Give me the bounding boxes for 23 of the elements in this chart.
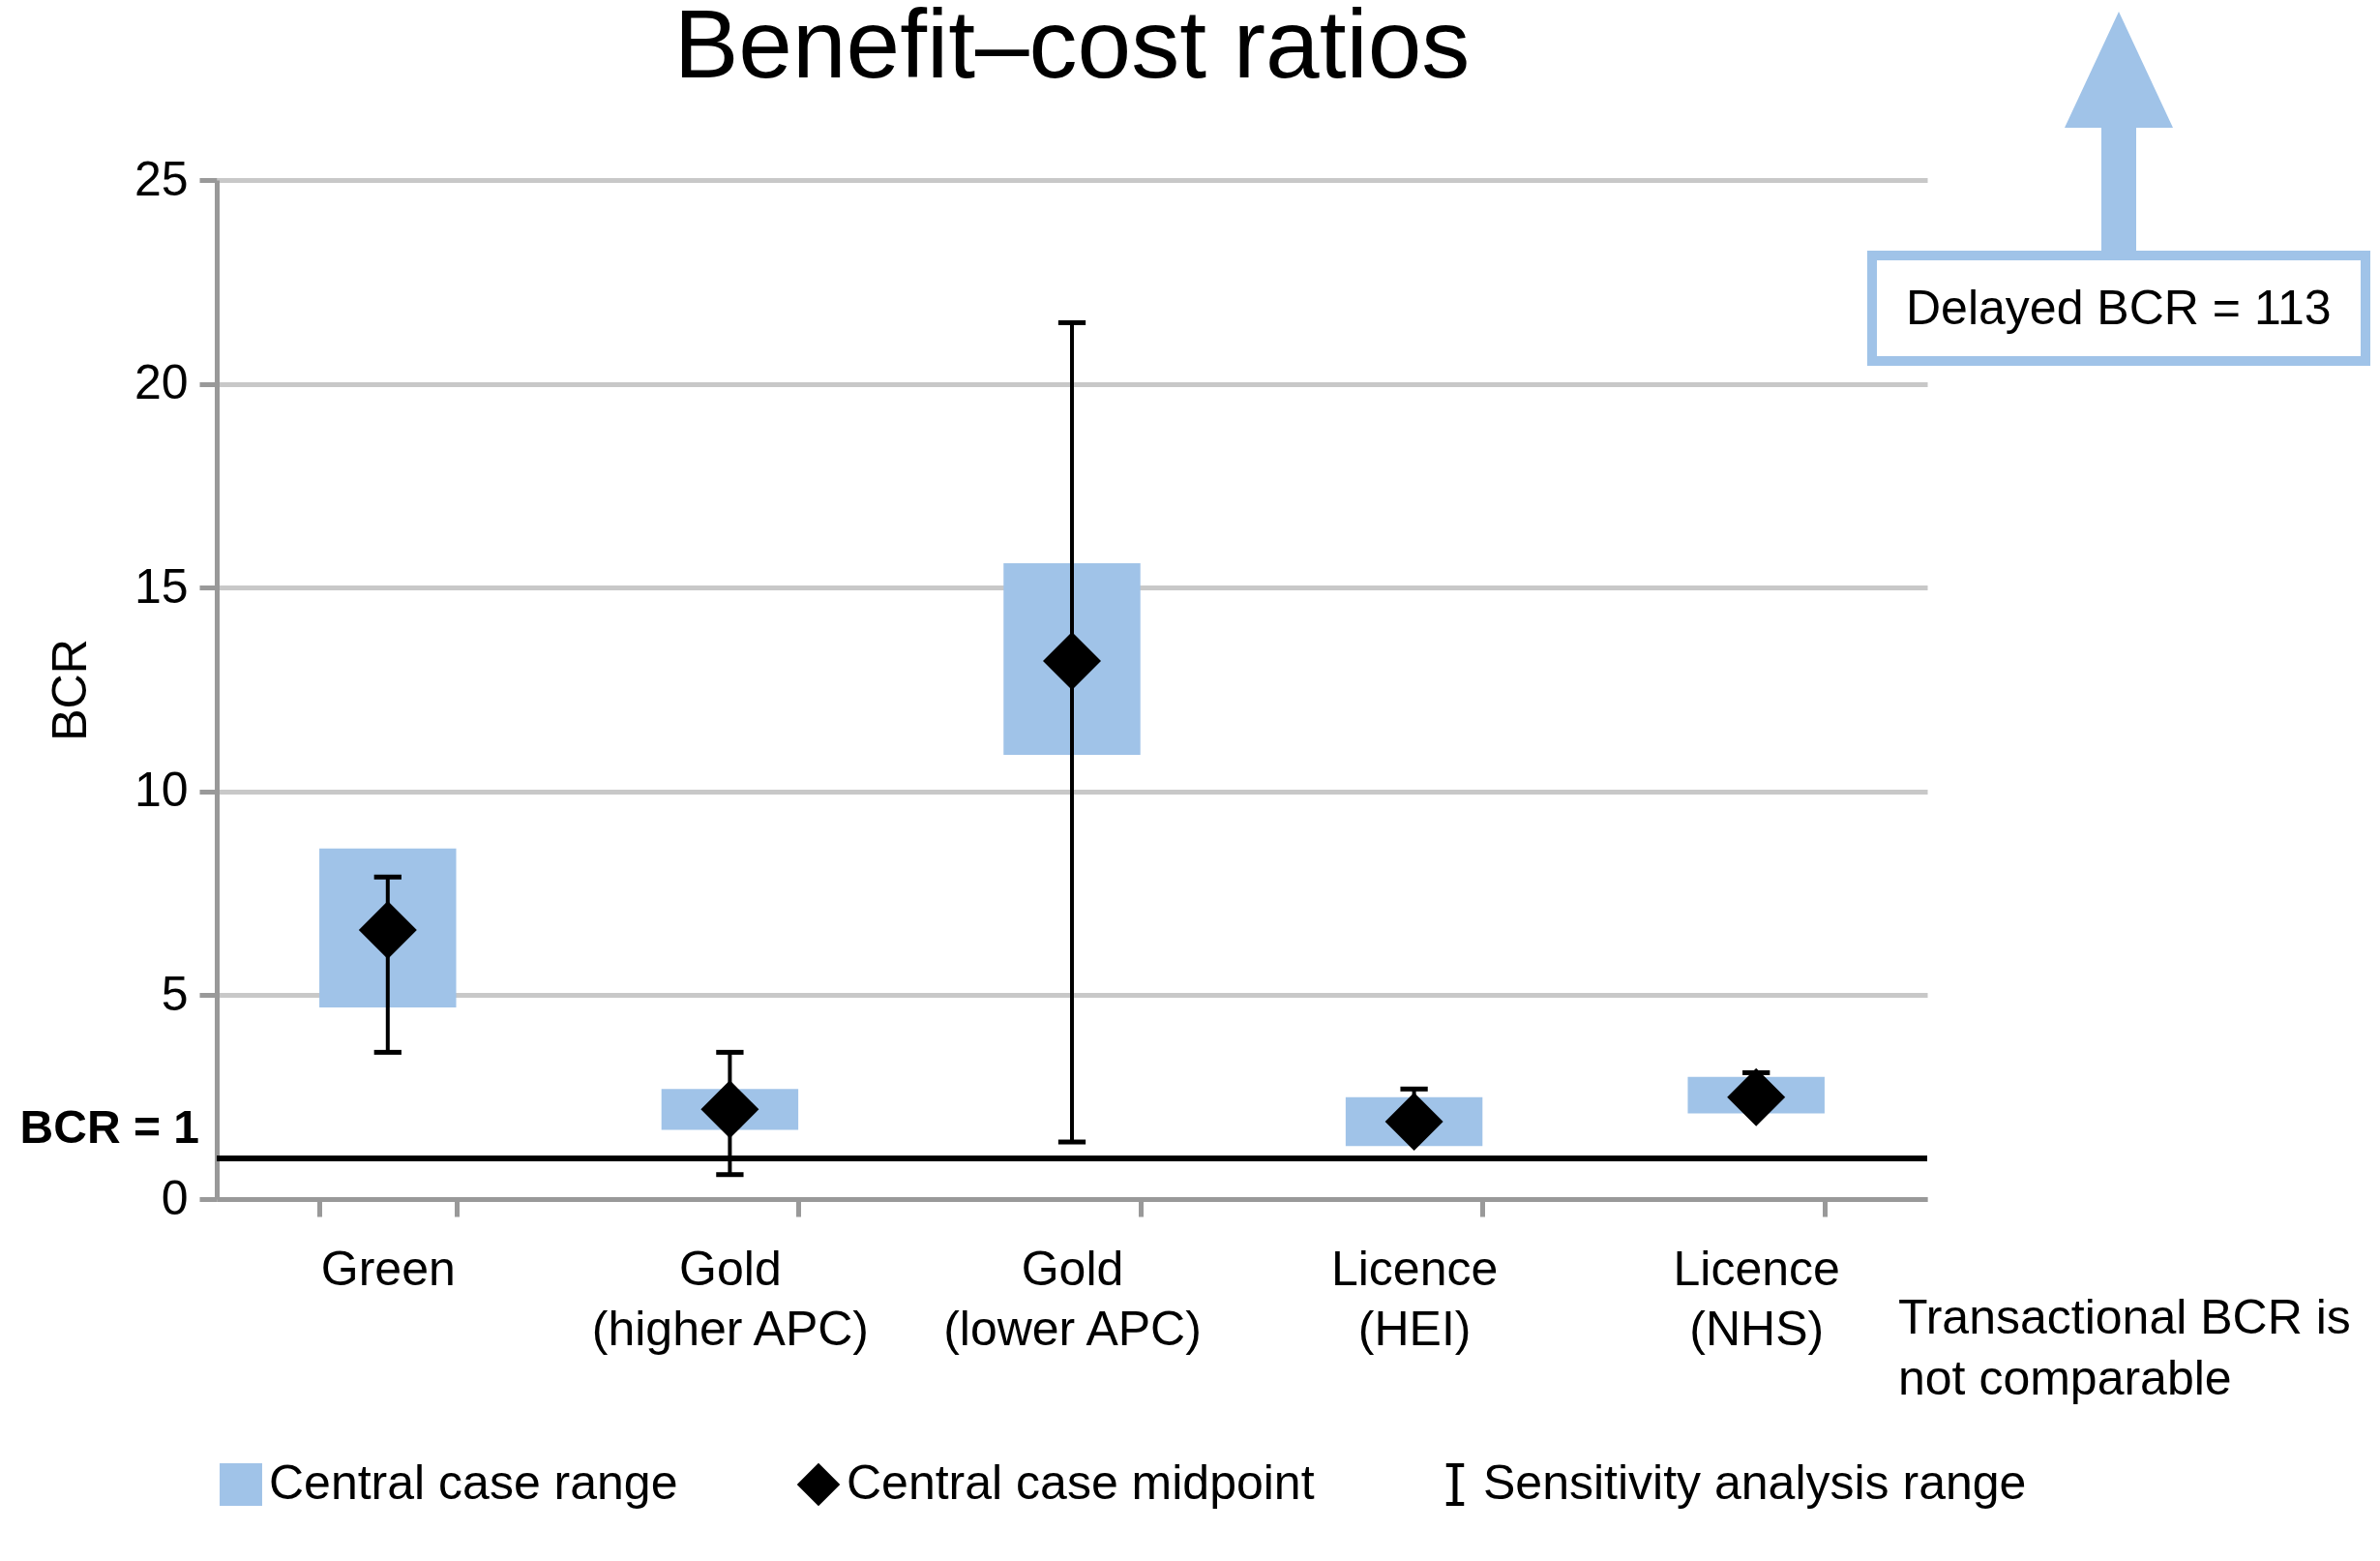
legend-label: Central case midpoint [847,1456,1315,1510]
x-tick-label: Gold (lower APC) [943,1241,1202,1356]
y-tick-label: 5 [161,966,189,1021]
x-tick-label: Licence (HEI) [1330,1241,1499,1356]
y-tick-label: 10 [134,763,189,818]
y-tick-label: 0 [161,1170,189,1225]
x-tick-label: Gold (higher APC) [591,1241,870,1356]
chart-title: Benefit–cost ratios [673,0,1471,98]
legend-label: Central case range [269,1456,678,1510]
point [1727,1067,1786,1126]
text: Transactional BCR is not comparable [1898,1289,2352,1407]
y-axis-title: BCR [42,639,97,741]
y-tick-label: 25 [134,151,189,206]
text: Sensitivity analysis range [1483,1456,2027,1510]
point [1384,1092,1443,1151]
y-tick-label: 15 [134,558,189,614]
x-tick-label: Licence (NHS) [1673,1241,1840,1356]
x-tick-label: Green [320,1241,456,1296]
point [700,1080,759,1139]
annotation: Delayed BCR = 113 [1867,251,2370,366]
ref-line-label: BCR = 1 [19,1100,199,1153]
bar [1003,562,1141,755]
y-tick-label: 20 [134,355,189,410]
